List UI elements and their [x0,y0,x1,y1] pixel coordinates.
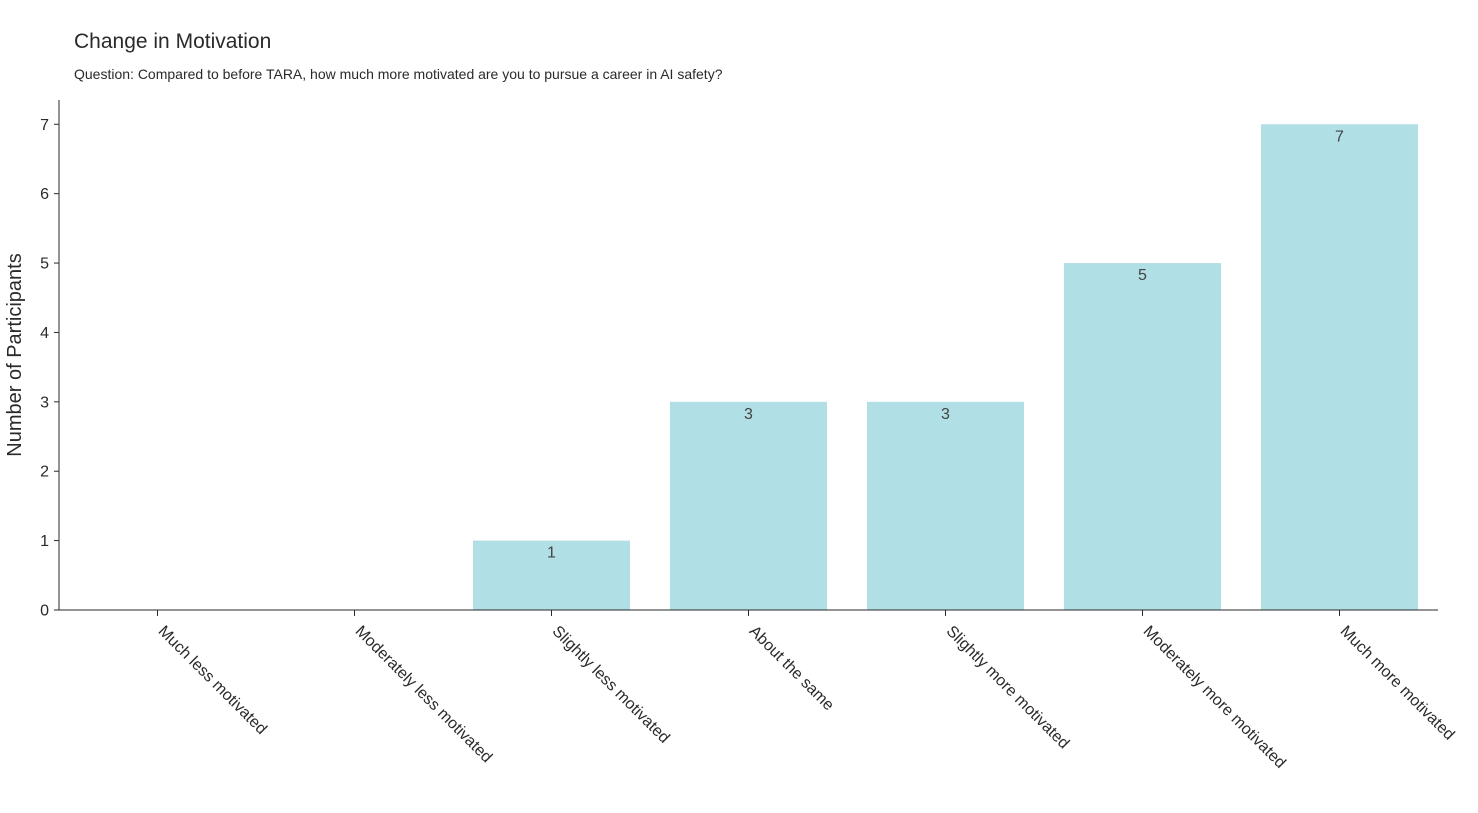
y-tick-label-1: 1 [40,533,49,550]
x-tick-label-5: Moderately more motivated [1140,623,1289,772]
x-tick-label-1: Moderately less motivated [352,623,495,766]
y-axis-title: Number of Participants [4,253,26,456]
bar-5 [1064,263,1221,610]
bar-2 [473,540,630,610]
chart-title: Change in Motivation [74,30,272,53]
data-labels-group: 1 3 3 5 7 [547,128,1344,561]
x-axis: Much less motivated Moderately less motiv… [59,609,1458,772]
x-tick-label-3: About the same [746,623,837,714]
chart-subtitle: Question: Compared to before TARA, how m… [74,66,723,82]
bar-6 [1261,124,1418,611]
y-tick-label-0: 0 [40,603,49,620]
x-tick-label-6: Much more motivated [1337,623,1458,744]
y-axis: 0 1 2 3 4 5 6 7 [40,100,60,620]
data-label-4: 3 [941,406,950,423]
y-tick-label-2: 2 [40,464,49,481]
y-tick-label-7: 7 [40,117,49,134]
y-tick-label-6: 6 [40,186,49,203]
x-tick-label-4: Slightly more motivated [943,623,1073,753]
bar-4 [867,401,1024,610]
data-label-6: 7 [1335,128,1344,145]
y-tick-label-3: 3 [40,394,49,411]
data-label-5: 5 [1138,267,1147,284]
x-tick-label-0: Much less motivated [155,623,270,738]
bar-3 [670,401,827,610]
data-label-3: 3 [744,406,753,423]
x-tick-label-2: Slightly less motivated [549,623,673,747]
data-label-2: 1 [547,545,556,562]
y-tick-label-5: 5 [40,256,49,273]
y-tick-label-4: 4 [40,325,49,342]
bars-group [473,124,1418,611]
